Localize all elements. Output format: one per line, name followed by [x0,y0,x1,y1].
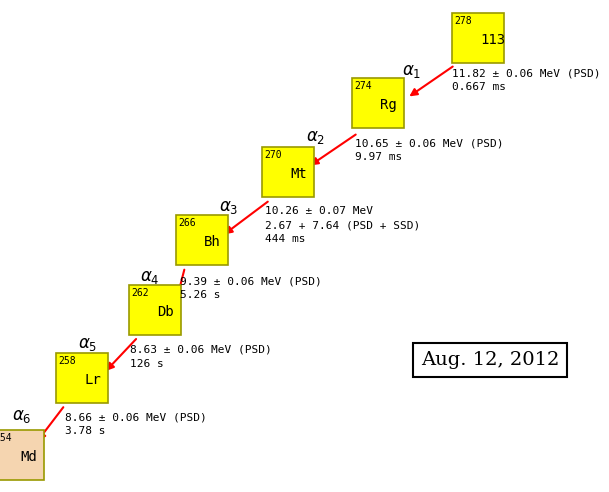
Bar [452,13,504,63]
Bar [129,285,181,335]
Bar [0,430,44,480]
Text: Aug. 12, 2012: Aug. 12, 2012 [421,351,559,369]
Text: Md: Md [20,450,37,464]
Text: $\alpha_{6}$: $\alpha_{6}$ [12,407,32,425]
Text: 262: 262 [131,288,149,298]
Text: $\alpha_{5}$: $\alpha_{5}$ [78,335,97,353]
Bar [56,353,108,403]
Text: 113: 113 [480,33,505,47]
Text: 9.39 ± 0.06 MeV (PSD)
5.26 s: 9.39 ± 0.06 MeV (PSD) 5.26 s [180,276,322,300]
Text: 11.82 ± 0.06 MeV (PSD)
0.667 ms: 11.82 ± 0.06 MeV (PSD) 0.667 ms [452,68,600,92]
Text: 258: 258 [58,356,76,366]
Text: 266: 266 [178,218,195,228]
Text: 278: 278 [454,16,471,26]
Bar [262,147,314,197]
Text: Bh: Bh [204,235,220,249]
Text: 8.66 ± 0.06 MeV (PSD)
3.78 s: 8.66 ± 0.06 MeV (PSD) 3.78 s [65,412,206,436]
Text: Mt: Mt [290,167,307,181]
Text: Db: Db [157,305,174,319]
Text: $\alpha_{3}$: $\alpha_{3}$ [219,198,238,216]
Text: Rg: Rg [380,98,396,112]
Text: $\alpha_{1}$: $\alpha_{1}$ [402,62,421,80]
Text: 270: 270 [264,150,281,160]
Text: $\alpha_{4}$: $\alpha_{4}$ [140,268,160,286]
Text: Lr: Lr [84,373,100,387]
Bar [176,215,228,265]
Text: 274: 274 [354,81,371,91]
Text: 8.63 ± 0.06 MeV (PSD)
126 s: 8.63 ± 0.06 MeV (PSD) 126 s [130,345,272,369]
Text: 254: 254 [0,433,12,443]
Bar [352,78,404,128]
Text: 10.65 ± 0.06 MeV (PSD)
9.97 ms: 10.65 ± 0.06 MeV (PSD) 9.97 ms [355,138,504,162]
Text: $\alpha_{2}$: $\alpha_{2}$ [306,128,325,146]
Text: 10.26 ± 0.07 MeV
2.67 + 7.64 (PSD + SSD)
444 ms: 10.26 ± 0.07 MeV 2.67 + 7.64 (PSD + SSD)… [265,206,420,244]
